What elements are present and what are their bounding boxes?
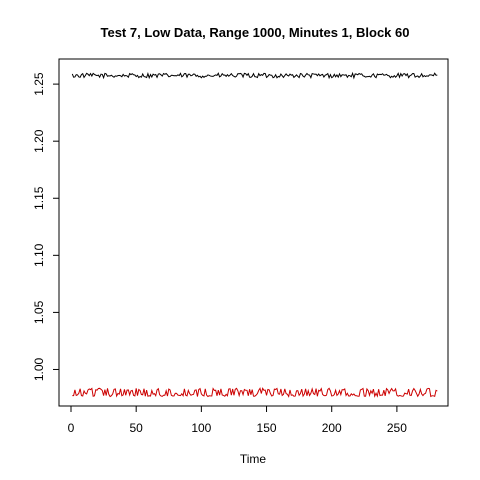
series-layer [71, 71, 438, 398]
y-tick-label: 1.20 [32, 129, 46, 153]
plot-frame [58, 58, 449, 407]
y-tick-label: 1.25 [32, 72, 46, 96]
x-axis-label: Time [240, 452, 267, 466]
x-tick-label: 100 [191, 421, 211, 435]
y-tick-label: 1.10 [32, 243, 46, 267]
y-tick-label: 1.00 [32, 357, 46, 381]
x-tick-label: 200 [322, 421, 342, 435]
x-axis: 0 50 100 150 200 250 [68, 405, 407, 435]
x-tick-label: 0 [68, 421, 75, 435]
x-tick-label: 250 [387, 421, 407, 435]
series-line-0 [71, 71, 438, 80]
y-tick-label: 1.05 [32, 300, 46, 324]
series-line-1 [72, 387, 438, 398]
x-tick-label: 150 [257, 421, 277, 435]
y-axis: 1.00 1.05 1.10 1.15 1.20 1.25 [32, 72, 60, 381]
x-tick-label: 50 [129, 421, 143, 435]
y-tick-label: 1.15 [32, 186, 46, 210]
chart-title: Test 7, Low Data, Range 1000, Minutes 1,… [101, 25, 410, 40]
